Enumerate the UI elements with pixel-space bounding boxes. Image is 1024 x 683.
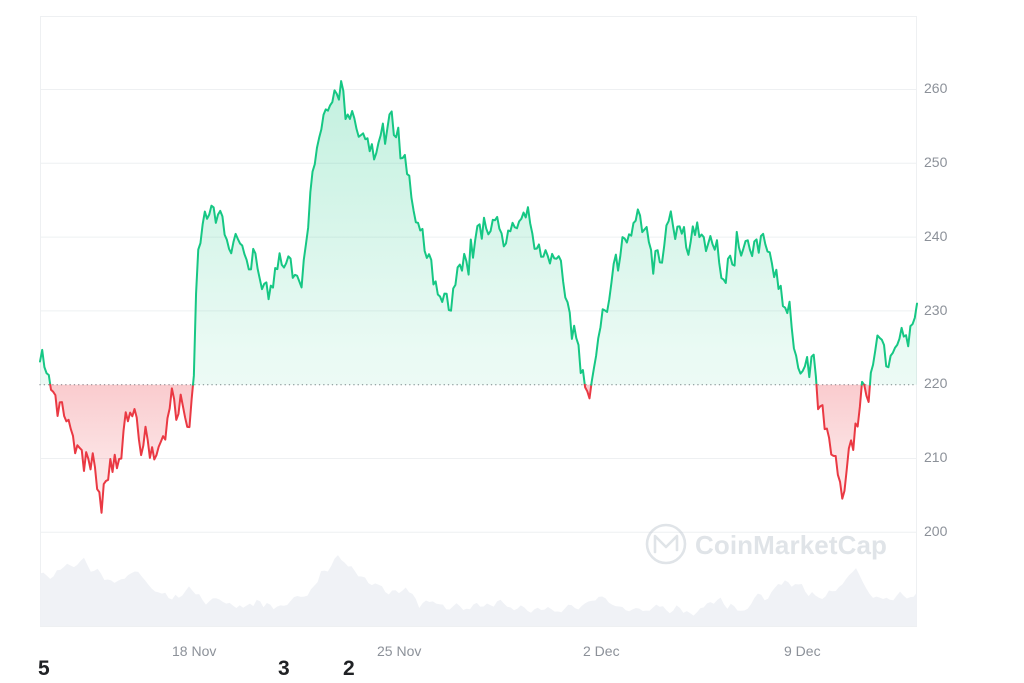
svg-text:CoinMarketCap: CoinMarketCap [695, 530, 887, 560]
